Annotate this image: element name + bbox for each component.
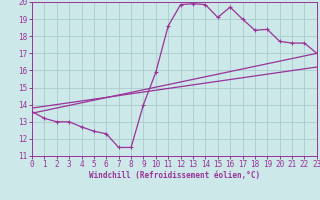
X-axis label: Windchill (Refroidissement éolien,°C): Windchill (Refroidissement éolien,°C) bbox=[89, 171, 260, 180]
